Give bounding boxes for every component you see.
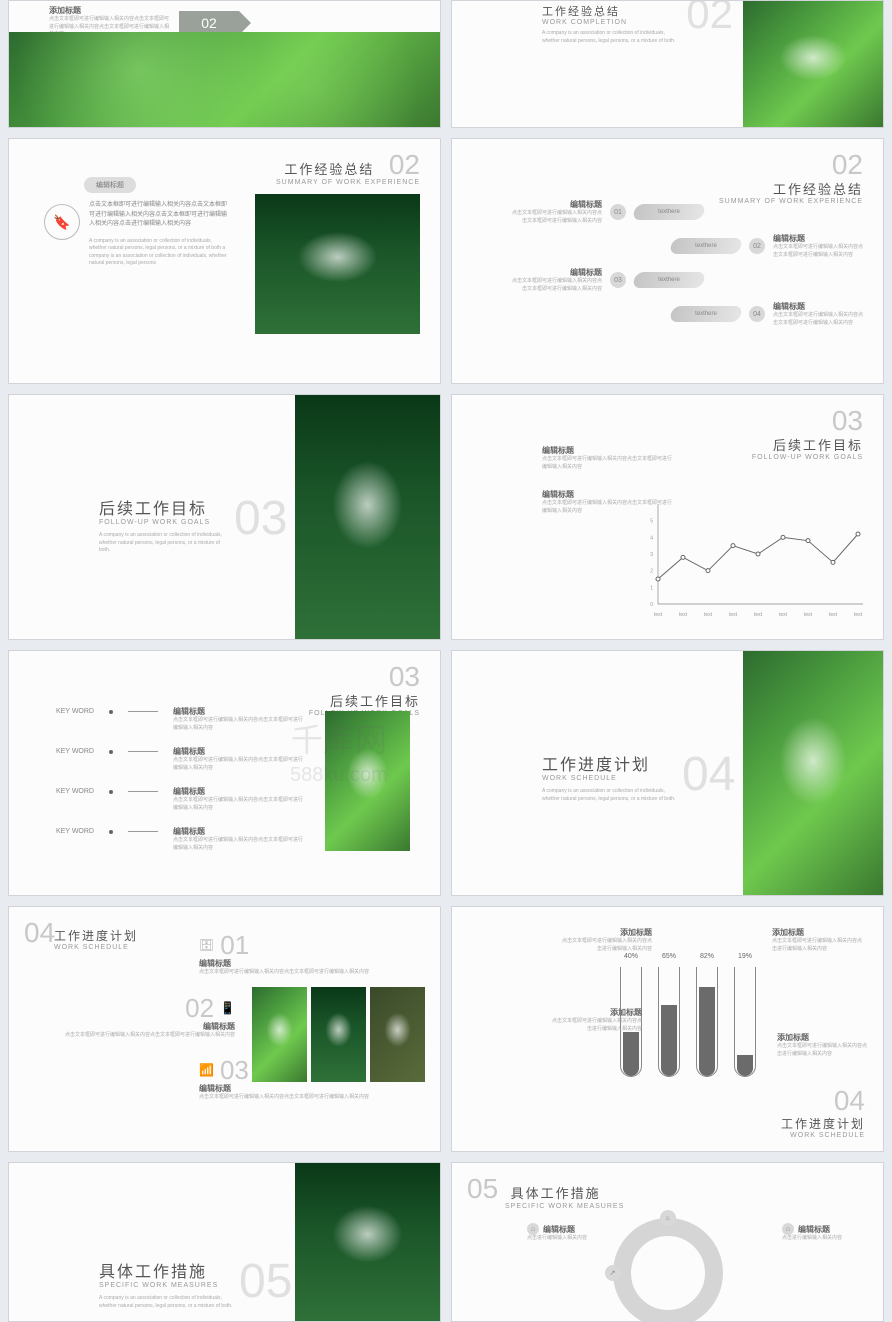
plant-image [325,711,410,851]
title-cn: 具体工作措施 [99,1258,239,1282]
number: 05 [467,1173,498,1204]
plant-image [743,651,883,895]
number: 03 [832,405,863,436]
title-en: WORK SCHEDULE [542,775,682,782]
svg-text:text: text [679,612,688,618]
svg-text:text: text [854,612,863,618]
number: 04 [834,1085,865,1116]
slide-03-keywords: 03 后续工作目标 FOLLOW-UP WORK GOALS KEY WORD编… [8,650,441,896]
title-cn: 工作经验总结 [284,162,374,177]
title-cn: 工作经验总结 [719,179,863,198]
title-en: WORK SCHEDULE [781,1132,865,1139]
svg-text:text: text [704,612,713,618]
plant-image [255,194,420,334]
home-icon: ⌂ [660,1210,676,1226]
title-cn: 后续工作目标 [99,495,229,519]
title-cn: 后续工作目标 [752,435,863,454]
heading: 添加标题 [49,5,169,16]
title-en: SPECIFIC WORK MEASURES [505,1203,624,1210]
slide-04-intro: 工作进度计划 WORK SCHEDULE A company is an ass… [451,650,884,896]
number: 03 [389,661,420,692]
svg-text:text: text [779,612,788,618]
plant-image [295,1163,440,1321]
slide-02-summary-left: 工作经验总结 02 SUMMARY OF WORK EXPERIENCE 编辑标… [8,138,441,384]
circle-diagram: ⌂ ? ↗ [613,1218,723,1322]
desc: A company is an association or collectio… [99,532,229,555]
number: 02 [832,149,863,180]
big-number: 03 [234,495,287,543]
thumb-image-3 [370,987,425,1082]
svg-text:5: 5 [650,519,653,525]
slide-05-circle: 05 具体工作措施 SPECIFIC WORK MEASURES ⌂ ? ↗ ⌂… [451,1162,884,1322]
title-en: SPECIFIC WORK MEASURES [99,1282,239,1289]
slide-05-intro: 具体工作措施 SPECIFIC WORK MEASURES A company … [8,1162,441,1322]
title-en: FOLLOW-UP WORK GOALS [99,519,229,526]
title-en: SUMMARY OF WORK EXPERIENCE [276,179,420,186]
arrow-icon: ↗ [605,1265,621,1281]
bookmark-icon: 🔖 [44,204,80,240]
svg-text:text: text [729,612,738,618]
slide-02a: 添加标题 点击文本框即可进行编辑输入相关内容点击文本框即可进行编辑输入相关内容点… [8,0,441,128]
plant-image [9,32,440,127]
title-cn: 工作经验总结 [542,3,682,19]
slide-02b: 工作经验总结 WORK COMPLETION A company is an a… [451,0,884,128]
title-cn: 后续工作目标 [309,691,420,710]
svg-text:text: text [654,612,663,618]
svg-text:text: text [804,612,813,618]
slide-03-chart: 03 后续工作目标 FOLLOW-UP WORK GOALS 编辑标题点击文本框… [451,394,884,640]
thumb-image-1 [252,987,307,1082]
line-chart: 0 1 2 3 4 5 text text text text text text text text te… [638,494,868,624]
body-cn: 点击文本框即可进行编辑输入相关内容点击文本框即可进行编辑输入相关内容点击文本框即… [89,201,229,230]
title-en: WORK COMPLETION [542,19,682,26]
title-cn: 工作进度计划 [542,751,682,775]
slide-03-intro: 后续工作目标 FOLLOW-UP WORK GOALS A company is… [8,394,441,640]
svg-text:text: text [829,612,838,618]
body-en: A company is an association or collectio… [89,238,229,268]
plant-image [295,395,440,639]
slide-04-tubes: 04 工作进度计划 WORK SCHEDULE 40%65%82%19% 添加标… [451,906,884,1152]
big-number: 05 [239,1258,292,1306]
desc: A company is an association or collectio… [542,788,682,803]
slide-02-summary-right: 02 工作经验总结 SUMMARY OF WORK EXPERIENCE 编辑标… [451,138,884,384]
svg-text:text: text [754,612,763,618]
plant-image [743,1,883,127]
title-en: FOLLOW-UP WORK GOALS [752,454,863,461]
big-number: 04 [682,751,735,799]
slide-04-steps: 04 工作进度计划 WORK SCHEDULE 🗄01编辑标题点击文本框即可进行… [8,906,441,1152]
svg-text:1: 1 [650,585,653,591]
svg-text:4: 4 [650,535,653,541]
title-cn: 具体工作措施 [511,1186,601,1201]
thumb-image-2 [311,987,366,1082]
desc: A company is an association or collectio… [99,1295,239,1310]
svg-text:3: 3 [650,552,653,558]
desc: A company is an association or collectio… [542,30,682,45]
big-number: 02 [686,0,733,35]
title-cn: 工作进度计划 [781,1115,865,1132]
svg-text:0: 0 [650,602,653,608]
svg-text:2: 2 [650,569,653,575]
number: 02 [389,149,420,180]
pill-label: 编辑标题 [84,177,136,193]
